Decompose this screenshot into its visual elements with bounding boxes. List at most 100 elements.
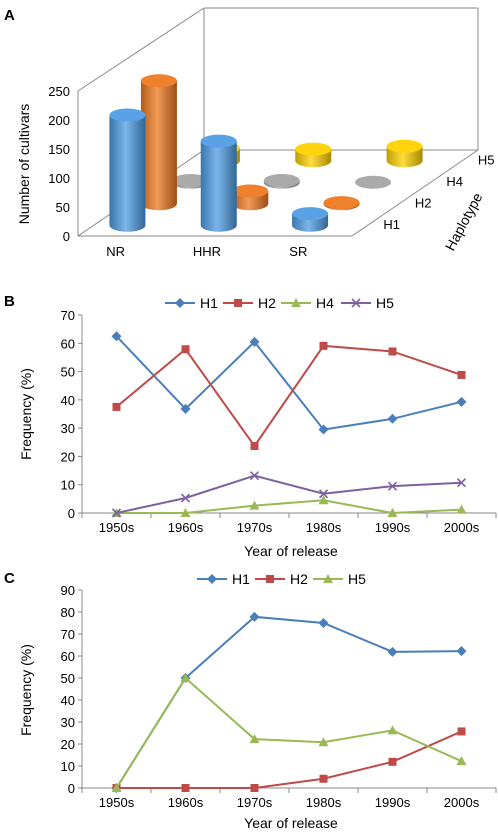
legend-label-H5: H5	[376, 295, 394, 311]
point-H2-1960s	[181, 345, 190, 354]
point-H4-1980s	[318, 495, 329, 505]
legend: H1 H2 H5	[197, 571, 366, 587]
point-H1-1990s	[387, 646, 398, 657]
x-tick-label: 1960s	[168, 795, 204, 810]
point-H2-1990s	[388, 757, 397, 766]
bar-top	[140, 74, 177, 88]
bar-body	[140, 80, 177, 211]
bar-top	[109, 108, 146, 122]
series-H1	[111, 331, 467, 435]
chart-a-y-tick-label: 50	[56, 200, 70, 215]
chart-b-x-axis-label: Year of release	[244, 543, 338, 559]
point-H1-1980s	[318, 424, 329, 435]
chart-a-bar-H4-HHR	[263, 174, 300, 189]
legend-label-H1: H1	[200, 295, 218, 311]
y-tick-label: 30	[61, 715, 75, 730]
point-H4-1990s	[387, 508, 398, 517]
panel-letter-b: B	[4, 293, 15, 310]
point-H5-2000s	[456, 756, 467, 766]
y-tick-label: 40	[61, 693, 75, 708]
chart-a-y-tick-label: 100	[48, 171, 70, 186]
chart-a-bar-H2-HHR	[232, 184, 269, 211]
y-tick-label: 80	[61, 605, 75, 620]
chart-a-bar-H5-SR	[386, 139, 423, 168]
point-H5-1960s	[180, 673, 191, 682]
point-H5-1990s	[387, 725, 398, 735]
point-H5-1950s	[111, 783, 122, 792]
chart-b-plot: 0 10 20 30 40 50 60 70 1950s 1960s 1970s 1980s 1990s…	[61, 295, 497, 535]
x-tick-label: 1960s	[168, 520, 204, 535]
y-tick-label: 60	[61, 336, 75, 351]
x-tick-label: 1990s	[375, 795, 411, 810]
point-H2-2000s	[457, 370, 466, 379]
chart-c-y-axis-label: Frequency (%)	[18, 644, 34, 736]
legend-label-H2: H2	[258, 295, 276, 311]
chart-a-depth-tick-label: H2	[415, 196, 432, 211]
point-H2-1960s	[181, 784, 190, 792]
y-tick-label: 60	[61, 649, 75, 664]
series-line-H5	[115, 676, 462, 789]
chart-a-bar-H4-NR	[172, 174, 209, 189]
chart-c-plot: 0 10 20 30 40 50 60 70 80 90 1950s 1960s 1970s 1980s 1…	[61, 571, 497, 810]
chart-a-y-tick-label: 150	[48, 142, 70, 157]
chart-a-x-tick-label: NR	[106, 244, 125, 259]
y-tick-label: 70	[61, 308, 75, 323]
chart-a-y-tick-label: 200	[48, 113, 70, 128]
series-H5	[111, 673, 467, 792]
x-tick-label: 1950s	[99, 520, 135, 535]
series-line-H5	[116, 474, 462, 514]
chart-a-y-tick-label: 250	[48, 84, 70, 99]
point-H2-1970s	[250, 784, 259, 792]
point-H2-1950s	[112, 402, 121, 411]
bar-top	[323, 196, 360, 210]
point-H1-1990s	[387, 413, 398, 424]
point-H5-1970s	[249, 734, 260, 744]
y-tick-label: 10	[61, 478, 75, 493]
series-line-H4	[116, 499, 462, 515]
point-H5-1950s	[111, 508, 122, 518]
legend-label-H5: H5	[348, 571, 366, 587]
chart-a-depth-tick-label: H5	[478, 153, 495, 168]
bar-body	[200, 141, 237, 232]
chart-b-y-axis-label: Frequency (%)	[18, 368, 34, 460]
x-tick-label: 1980s	[306, 795, 342, 810]
point-H1-2000s	[456, 646, 467, 657]
point-H1-1970s	[249, 336, 260, 347]
series-line-H1	[115, 335, 462, 431]
chart-a-x-ticks: NR HHR SR	[106, 244, 307, 259]
chart-a-y-ticks: 0 50 100 150 200 250	[48, 84, 70, 244]
series-H5	[111, 471, 467, 518]
y-tick-label: 10	[61, 759, 75, 774]
legend-label-H2: H2	[290, 571, 308, 587]
point-H5-1990s	[387, 481, 398, 491]
legend-marker-H5	[351, 298, 361, 308]
legend-marker-H2	[234, 299, 242, 307]
y-tick-label: 30	[61, 421, 75, 436]
legend-marker-H2	[266, 575, 274, 583]
series-H1	[111, 611, 467, 793]
y-tick-label: 70	[61, 627, 75, 642]
chart-a-y-tick-label: 0	[63, 229, 70, 244]
series-H2	[112, 341, 466, 450]
point-H5-2000s	[456, 478, 467, 488]
chart-a-bar-H1-NR	[109, 108, 146, 232]
chart-a-depth-axis-label: Haplotype	[442, 190, 486, 253]
legend-marker-H5	[323, 574, 333, 583]
chart-a-bar-H2-NR	[140, 74, 177, 211]
point-H1-1970s	[249, 611, 260, 622]
bar-top	[292, 207, 329, 221]
legend-label-H4: H4	[316, 295, 334, 311]
chart-a-bars	[109, 74, 423, 232]
point-H5-1980s	[318, 737, 329, 747]
series-line-H2	[115, 344, 462, 448]
point-H2-1980s	[319, 341, 328, 350]
series-line-H1	[115, 615, 462, 789]
x-tick-label: 1970s	[237, 795, 273, 810]
panel-letter-c: C	[4, 570, 15, 587]
point-H1-1950s	[111, 331, 122, 342]
chart-a-depth-tick-label: H4	[446, 174, 463, 189]
point-H5-1960s	[180, 493, 191, 503]
point-H1-2000s	[456, 396, 467, 407]
point-H4-1970s	[249, 500, 260, 510]
y-tick-label: 50	[61, 671, 75, 686]
